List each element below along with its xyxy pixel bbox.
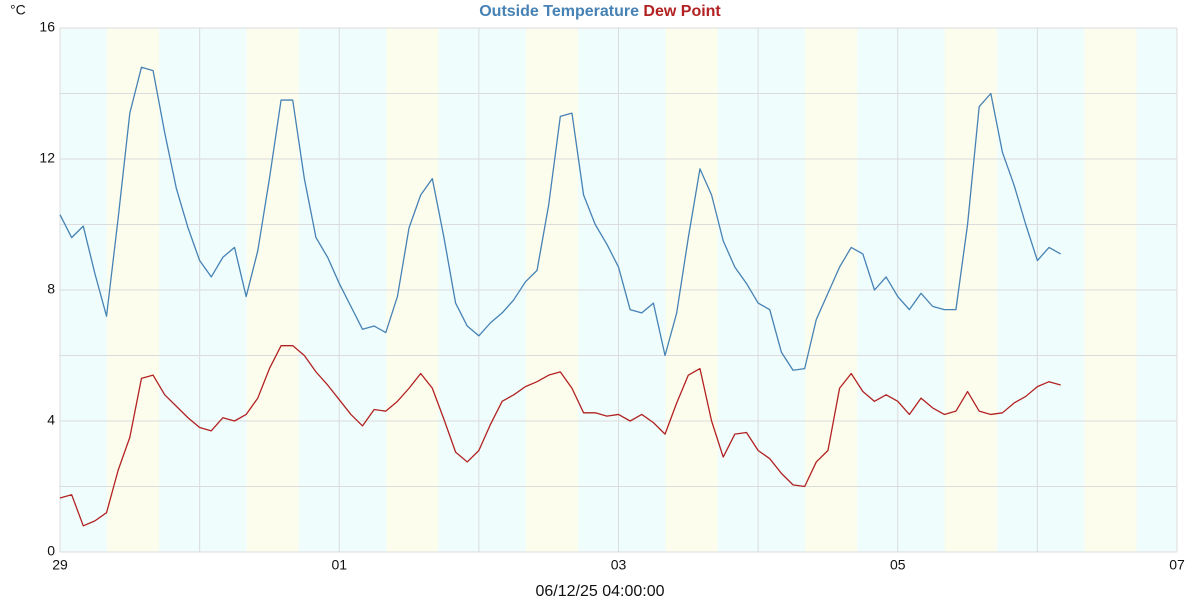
y-tick-label: 12 bbox=[39, 150, 55, 166]
x-tick-label: 29 bbox=[52, 557, 68, 573]
legend-entry: Dew Point bbox=[643, 3, 721, 20]
plot-lines bbox=[59, 66, 1061, 527]
y-tick-label: 0 bbox=[47, 543, 55, 559]
legend-entry: Outside Temperature bbox=[479, 3, 639, 20]
tick-labels: 0 4 8 12 16 29 01 03 05 07 bbox=[39, 19, 1185, 573]
x-axis-label: 06/12/25 04:00:00 bbox=[535, 583, 664, 600]
y-tick-label: 8 bbox=[47, 281, 55, 297]
series-line bbox=[59, 345, 1061, 527]
x-tick-label: 05 bbox=[890, 557, 906, 573]
y-tick-label: 16 bbox=[39, 19, 55, 35]
series-line bbox=[59, 66, 1061, 371]
x-tick-label: 01 bbox=[331, 557, 347, 573]
y-axis-label: °C bbox=[10, 2, 26, 18]
x-tick-label: 07 bbox=[1169, 557, 1185, 573]
y-tick-label: 4 bbox=[47, 412, 55, 428]
legend: Outside Temperature Dew Point bbox=[479, 3, 721, 20]
x-tick-label: 03 bbox=[611, 557, 627, 573]
grid bbox=[59, 27, 1178, 553]
